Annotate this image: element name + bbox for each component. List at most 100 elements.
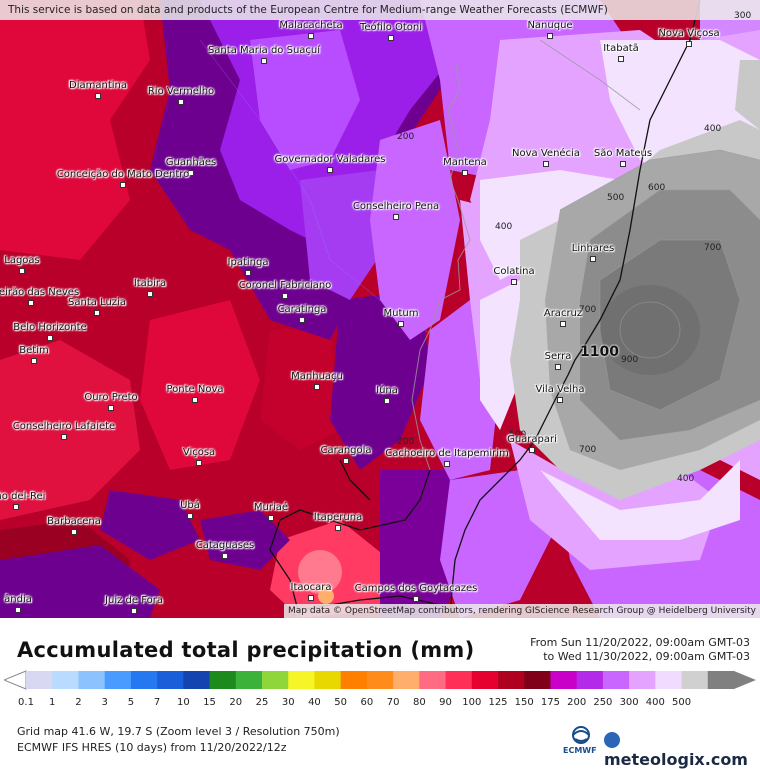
city-marker bbox=[222, 553, 228, 559]
scale-tick-label: 3 bbox=[101, 697, 108, 708]
scale-tick-label: 200 bbox=[567, 697, 587, 708]
scale-tick-label: 400 bbox=[645, 697, 665, 708]
city-label: Ribeirão das Neves bbox=[0, 287, 80, 298]
meteologix-brand[interactable]: meteologix.com bbox=[604, 731, 760, 769]
scale-swatch bbox=[262, 671, 289, 689]
city-marker bbox=[192, 397, 198, 403]
city-marker bbox=[15, 607, 21, 613]
city-label: Ponte Nova bbox=[166, 384, 224, 395]
scale-tick-label: 500 bbox=[672, 697, 692, 708]
scale-swatch bbox=[183, 671, 211, 689]
city-marker bbox=[299, 317, 305, 323]
contour-label: 400 bbox=[704, 124, 722, 134]
city-marker bbox=[620, 161, 626, 167]
city-marker bbox=[314, 384, 320, 390]
city-marker bbox=[335, 525, 341, 531]
city-marker bbox=[31, 358, 37, 364]
city-marker bbox=[188, 170, 194, 176]
city-marker bbox=[308, 33, 314, 39]
model-info: ECMWF IFS HRES (10 days) from 11/20/2022… bbox=[17, 741, 287, 754]
city-marker bbox=[245, 270, 251, 276]
scale-tick-label: 70 bbox=[386, 697, 400, 708]
scale-swatch bbox=[288, 671, 315, 689]
city-marker bbox=[108, 405, 114, 411]
city-marker bbox=[147, 291, 153, 297]
scale-tick-label: 2 bbox=[75, 697, 82, 708]
city-label: Juiz de Fora bbox=[105, 595, 163, 606]
scale-swatch bbox=[419, 671, 447, 689]
city-marker bbox=[343, 458, 349, 464]
scale-swatch bbox=[26, 671, 53, 689]
scale-swatch bbox=[104, 671, 132, 689]
city-marker bbox=[555, 364, 561, 370]
city-label: Cachoeiro de Itapemirim bbox=[385, 448, 509, 459]
scale-swatch bbox=[445, 671, 473, 689]
scale-swatch bbox=[52, 671, 79, 689]
scale-tick-label: 0.1 bbox=[18, 697, 34, 708]
city-marker bbox=[462, 170, 468, 176]
city-marker bbox=[61, 434, 67, 440]
scale-swatch bbox=[681, 671, 709, 689]
city-marker bbox=[94, 310, 100, 316]
city-marker bbox=[444, 461, 450, 467]
scale-tick-label: 40 bbox=[308, 697, 321, 708]
city-label: Iúna bbox=[376, 385, 398, 396]
city-label: Caratinga bbox=[277, 304, 327, 315]
scale-swatch bbox=[498, 671, 525, 689]
city-marker bbox=[398, 321, 404, 327]
city-label: ândia bbox=[4, 594, 32, 605]
scale-swatch bbox=[550, 671, 578, 689]
city-label: Nova Viçosa bbox=[658, 28, 720, 39]
contour-label: 500 bbox=[509, 430, 527, 440]
scale-swatch bbox=[340, 671, 368, 689]
scale-tick-label: 175 bbox=[540, 697, 560, 708]
city-label: Itabatã bbox=[603, 43, 639, 54]
scale-swatch bbox=[471, 671, 499, 689]
city-label: Itabira bbox=[133, 278, 167, 289]
scale-swatch bbox=[707, 671, 735, 689]
city-label: Betim bbox=[19, 345, 49, 356]
scale-swatch bbox=[235, 671, 263, 689]
city-marker bbox=[618, 56, 624, 62]
contour-label: 200 bbox=[397, 437, 415, 447]
map-attribution[interactable]: Map data © OpenStreetMap contributors, r… bbox=[284, 604, 760, 618]
city-marker bbox=[282, 293, 288, 299]
city-marker bbox=[511, 279, 517, 285]
city-label: Vila Velha bbox=[535, 384, 585, 395]
scale-swatch bbox=[130, 671, 158, 689]
max-contour-label: 1100 bbox=[580, 344, 619, 360]
precipitation-map[interactable]: This service is based on data and produc… bbox=[0, 0, 760, 618]
scale-tick-label: 5 bbox=[127, 697, 135, 708]
city-label: João del-Rei bbox=[0, 491, 46, 502]
period-to: to Wed 11/30/2022, 09:00am GMT-03 bbox=[543, 650, 750, 663]
contour-label: 700 bbox=[704, 243, 722, 253]
city-marker bbox=[261, 58, 267, 64]
ecmwf-logo-label: ECMWF bbox=[563, 746, 597, 755]
contour-label: 400 bbox=[677, 474, 695, 484]
city-label: São Mateus bbox=[593, 148, 653, 159]
period-from: From Sun 11/20/2022, 09:00am GMT-03 bbox=[530, 636, 750, 649]
city-label: Santa Luzia bbox=[68, 297, 126, 308]
contour-label: 500 bbox=[607, 193, 625, 203]
city-marker bbox=[47, 335, 53, 341]
contour-label: 700 bbox=[579, 305, 597, 315]
color-scale-bar bbox=[4, 670, 756, 690]
contour-label: 600 bbox=[648, 183, 666, 193]
city-label: Barbacena bbox=[47, 516, 101, 527]
scale-max-arrow bbox=[734, 671, 756, 689]
scale-tick-label: 50 bbox=[334, 697, 348, 708]
city-label: Carangola bbox=[320, 445, 372, 456]
city-marker bbox=[13, 504, 19, 510]
city-label: Rio Vermelho bbox=[147, 86, 215, 97]
city-label: Nanuque bbox=[527, 20, 573, 31]
scale-tick-label: 80 bbox=[412, 697, 426, 708]
city-label: Guanhães bbox=[165, 157, 217, 168]
scale-min-arrow bbox=[4, 670, 27, 690]
city-label: Linhares bbox=[571, 243, 615, 254]
scale-tick-label: 60 bbox=[360, 697, 374, 708]
city-marker bbox=[547, 33, 553, 39]
city-label: Conselheiro Lafaiete bbox=[12, 421, 116, 432]
scale-swatch bbox=[524, 671, 551, 689]
city-marker bbox=[308, 595, 314, 601]
scale-swatch bbox=[629, 671, 656, 689]
